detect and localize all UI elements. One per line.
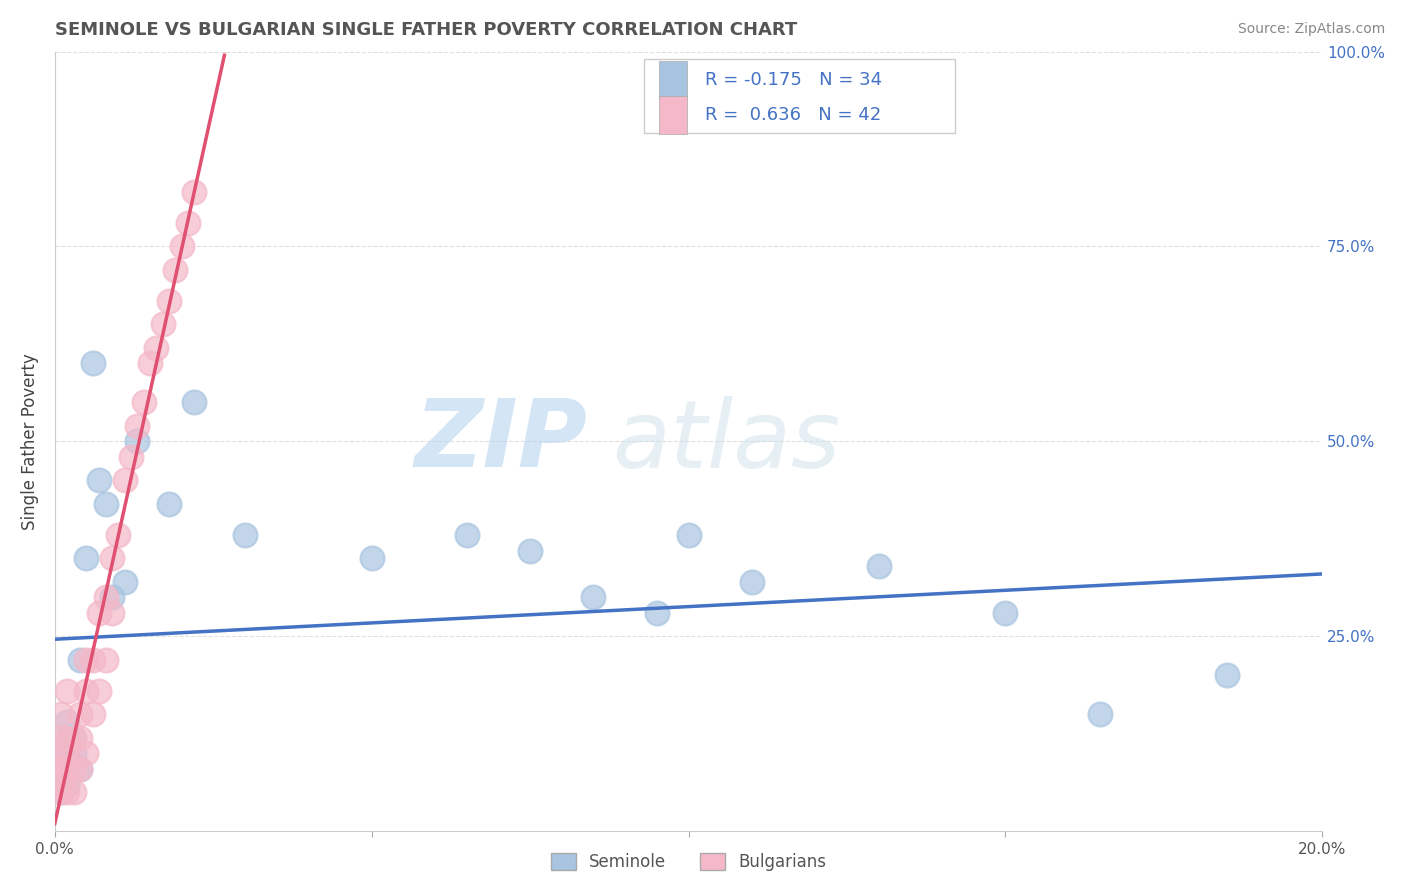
Text: SEMINOLE VS BULGARIAN SINGLE FATHER POVERTY CORRELATION CHART: SEMINOLE VS BULGARIAN SINGLE FATHER POVE… — [55, 21, 797, 39]
Point — [170, 239, 193, 253]
Point — [49, 770, 72, 784]
Point — [94, 497, 117, 511]
Y-axis label: Single Father Poverty: Single Father Poverty — [21, 353, 39, 530]
Point — [76, 684, 98, 698]
Point — [456, 528, 478, 542]
Point — [233, 528, 256, 542]
Point — [868, 559, 890, 574]
Bar — [659, 62, 688, 99]
Point — [49, 747, 72, 761]
Point — [183, 395, 205, 409]
Point — [69, 762, 91, 776]
Point — [101, 606, 124, 620]
Point — [69, 762, 91, 776]
Point — [49, 778, 72, 792]
Point — [165, 263, 187, 277]
Point — [76, 747, 98, 761]
Point — [49, 785, 72, 799]
Point — [120, 450, 142, 464]
Point — [82, 653, 104, 667]
Point — [177, 216, 200, 230]
Point — [994, 606, 1017, 620]
Point — [127, 434, 149, 449]
Point — [101, 551, 124, 566]
Point — [56, 747, 79, 761]
Point — [107, 528, 129, 542]
Point — [82, 707, 104, 722]
Text: Source: ZipAtlas.com: Source: ZipAtlas.com — [1237, 22, 1385, 37]
Point — [132, 395, 155, 409]
Point — [63, 762, 86, 776]
FancyBboxPatch shape — [644, 59, 955, 134]
Point — [89, 606, 111, 620]
Point — [645, 606, 668, 620]
Point — [63, 731, 86, 745]
Point — [741, 574, 763, 589]
Point — [56, 762, 79, 776]
Point — [69, 731, 91, 745]
Text: R = -0.175   N = 34: R = -0.175 N = 34 — [704, 71, 882, 89]
Point — [56, 731, 79, 745]
Point — [1216, 668, 1239, 682]
Point — [101, 591, 124, 605]
Point — [56, 731, 79, 745]
Point — [56, 762, 79, 776]
Point — [582, 591, 605, 605]
Point — [157, 497, 180, 511]
Point — [76, 653, 98, 667]
Point — [49, 707, 72, 722]
Point — [56, 684, 79, 698]
Point — [63, 731, 86, 745]
Point — [49, 770, 72, 784]
Point — [94, 591, 117, 605]
Point — [56, 715, 79, 730]
Point — [63, 747, 86, 761]
Point — [127, 418, 149, 433]
Point — [152, 318, 174, 332]
Point — [139, 356, 162, 370]
Point — [69, 707, 91, 722]
Point — [56, 778, 79, 792]
Point — [114, 574, 136, 589]
Point — [63, 785, 86, 799]
Point — [49, 731, 72, 745]
Text: atlas: atlas — [613, 396, 841, 487]
Legend: Seminole, Bulgarians: Seminole, Bulgarians — [544, 847, 832, 878]
Point — [1090, 707, 1112, 722]
Point — [49, 762, 72, 776]
Point — [678, 528, 700, 542]
Text: R =  0.636   N = 42: R = 0.636 N = 42 — [704, 106, 882, 124]
Point — [82, 356, 104, 370]
Point — [89, 474, 111, 488]
Point — [76, 551, 98, 566]
Point — [56, 785, 79, 799]
Point — [49, 762, 72, 776]
Point — [183, 185, 205, 199]
Text: ZIP: ZIP — [415, 395, 588, 487]
Point — [94, 653, 117, 667]
Bar — [659, 96, 688, 134]
Point — [145, 341, 167, 355]
Point — [360, 551, 382, 566]
Point — [519, 543, 541, 558]
Point — [49, 785, 72, 799]
Point — [89, 684, 111, 698]
Point — [49, 747, 72, 761]
Point — [157, 294, 180, 309]
Point — [56, 747, 79, 761]
Point — [114, 474, 136, 488]
Point — [69, 653, 91, 667]
